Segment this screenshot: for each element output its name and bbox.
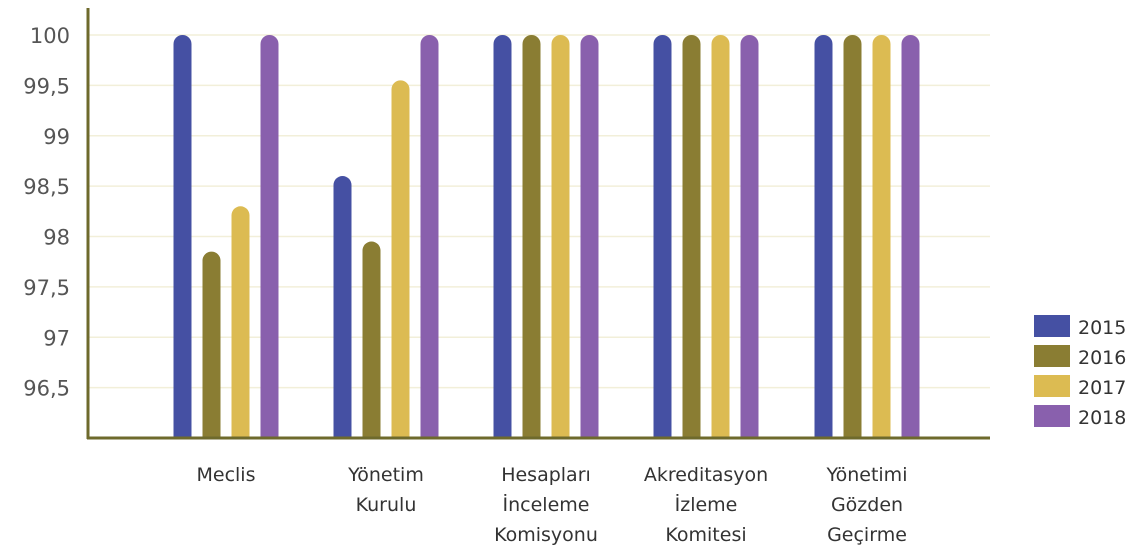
bar-2016 <box>682 35 701 438</box>
x-axis-categories: Meclis Yönetim Kurulu Hesapları İnceleme Komi… <box>197 464 908 546</box>
bar-2015 <box>173 35 192 438</box>
y-tick-label: 98 <box>43 226 70 250</box>
legend-swatch <box>1034 375 1070 397</box>
bar-2015 <box>814 35 833 438</box>
y-tick-label: 99 <box>43 125 70 149</box>
legend-label: 2015 <box>1078 317 1126 339</box>
bars <box>173 35 920 439</box>
bar-2016 <box>522 35 541 438</box>
bar-2018 <box>420 35 439 438</box>
bar-2018 <box>740 35 759 438</box>
x-category-label: Meclis <box>197 464 256 486</box>
legend-swatch <box>1034 345 1070 367</box>
y-tick-label: 97,5 <box>23 276 70 300</box>
x-category-label: Geçirme <box>827 524 907 546</box>
bar-2016 <box>362 241 381 438</box>
x-category-label: İzleme <box>675 493 738 516</box>
bar-2015 <box>333 176 352 439</box>
x-category-label: Kurulu <box>356 494 417 516</box>
x-category-label: Gözden <box>831 494 903 516</box>
bar-2015 <box>493 35 512 438</box>
bar-2018 <box>260 35 279 438</box>
y-axis-ticks: 100 99,5 99 98,5 98 97,5 97 96,5 <box>23 24 70 401</box>
y-tick-label: 99,5 <box>23 74 70 98</box>
bar-2017 <box>872 35 891 438</box>
bar-2016 <box>202 251 221 438</box>
legend-swatch <box>1034 315 1070 337</box>
bar-2018 <box>901 35 920 438</box>
bar-2017 <box>231 206 250 438</box>
y-tick-label: 98,5 <box>23 175 70 199</box>
x-category-label: Yönetim <box>347 464 424 486</box>
bar-2015 <box>653 35 672 438</box>
legend-label: 2017 <box>1078 377 1126 399</box>
x-category-label: Akreditasyon <box>644 464 768 486</box>
legend: 2015 2016 2017 2018 <box>1034 315 1126 429</box>
x-category-label: İnceleme <box>503 493 590 516</box>
bar-2017 <box>711 35 730 438</box>
y-tick-label: 96,5 <box>23 377 70 401</box>
legend-label: 2016 <box>1078 347 1126 369</box>
x-category-label: Komisyonu <box>494 524 598 546</box>
bar-2017 <box>391 80 410 439</box>
bar-2016 <box>843 35 862 438</box>
legend-label: 2018 <box>1078 407 1126 429</box>
bar-2018 <box>580 35 599 438</box>
axes <box>86 8 990 440</box>
legend-swatch <box>1034 405 1070 427</box>
x-category-label: Komitesi <box>665 524 746 546</box>
bar-2017 <box>551 35 570 438</box>
y-tick-label: 100 <box>30 24 70 48</box>
x-category-label: Yönetimi <box>826 464 908 486</box>
y-tick-label: 97 <box>43 326 70 350</box>
x-category-label: Hesapları <box>501 464 591 486</box>
